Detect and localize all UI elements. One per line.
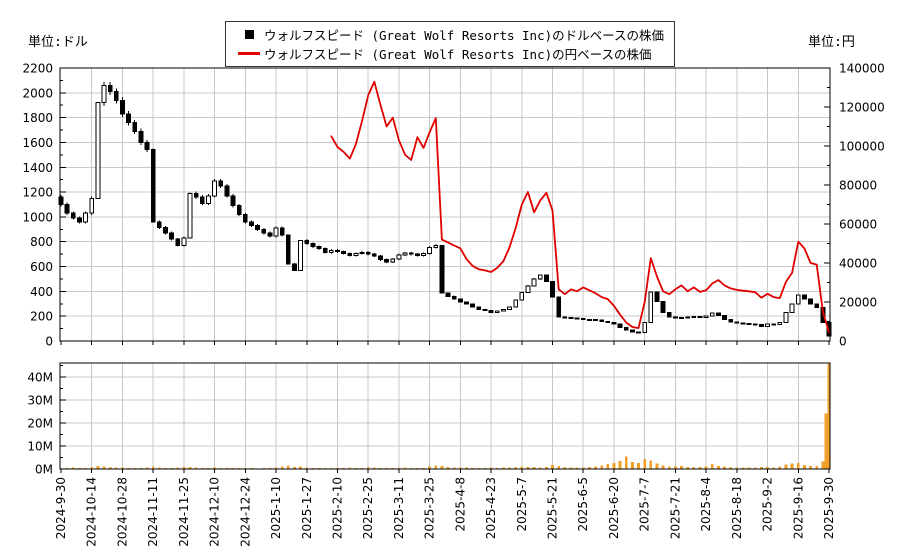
y-axis-left-labels: 0 200 400 600 800 1000 1200 1400 1600 1800 2000 220… xyxy=(22,62,53,349)
candlestick-series-marker-icon xyxy=(234,30,264,39)
line-series-marker-icon xyxy=(234,52,264,55)
svg-text:2025-6-5: 2025-6-5 xyxy=(576,477,590,531)
svg-text:80000: 80000 xyxy=(839,179,877,193)
svg-text:40M: 40M xyxy=(27,370,53,384)
svg-text:2024-11-25: 2024-11-25 xyxy=(177,477,191,547)
svg-text:2025-8-18: 2025-8-18 xyxy=(730,477,744,539)
svg-text:2025-8-4: 2025-8-4 xyxy=(699,477,713,531)
grid-lines xyxy=(60,68,830,469)
svg-text:0: 0 xyxy=(45,335,53,349)
candlestick-series xyxy=(58,82,832,337)
svg-text:1400: 1400 xyxy=(22,161,53,175)
volume-bars xyxy=(59,363,831,469)
svg-text:1600: 1600 xyxy=(22,136,53,150)
y-axis-right-labels: 0 20000 40000 60000 80000 100000 120000 140000 xyxy=(839,62,885,349)
svg-text:2025-7-21: 2025-7-21 xyxy=(668,477,682,539)
svg-text:60000: 60000 xyxy=(839,218,877,232)
svg-text:2025-1-10: 2025-1-10 xyxy=(269,477,283,539)
volume-axis-labels: 0M 10M 20M 30M 40M xyxy=(27,370,53,476)
plot-borders xyxy=(59,67,831,470)
svg-text:2025-1-27: 2025-1-27 xyxy=(300,477,314,539)
svg-text:2025-9-30: 2025-9-30 xyxy=(822,477,836,539)
svg-text:2025-4-8: 2025-4-8 xyxy=(453,477,467,531)
svg-text:2025-6-20: 2025-6-20 xyxy=(607,477,621,539)
svg-text:140000: 140000 xyxy=(839,62,885,76)
svg-text:2024-10-28: 2024-10-28 xyxy=(115,477,129,547)
svg-text:600: 600 xyxy=(30,260,53,274)
x-axis-date-labels: 2024-9-30 2024-10-14 2024-10-28 2024-11-11 2… xyxy=(54,477,836,547)
legend-label-yen: ウォルフスピード (Great Wolf Resorts Inc)の円ベースの株… xyxy=(263,47,652,62)
svg-text:2025-9-16: 2025-9-16 xyxy=(791,477,805,539)
yen-line-series xyxy=(330,80,830,334)
svg-text:2024-9-30: 2024-9-30 xyxy=(54,477,68,539)
svg-text:2025-2-10: 2025-2-10 xyxy=(330,477,344,539)
left-axis-unit-label: 単位:ドル xyxy=(28,35,88,50)
svg-text:2025-3-11: 2025-3-11 xyxy=(392,477,406,539)
svg-text:2025-4-23: 2025-4-23 xyxy=(484,477,498,539)
svg-text:800: 800 xyxy=(30,235,53,249)
svg-text:20M: 20M xyxy=(27,416,53,430)
legend-label-dollar: ウォルフスピード (Great Wolf Resorts Inc)のドルベースの… xyxy=(263,28,665,43)
svg-text:0: 0 xyxy=(839,335,847,349)
svg-text:2024-11-11: 2024-11-11 xyxy=(146,477,160,547)
svg-text:40000: 40000 xyxy=(839,257,877,271)
legend-box: ウォルフスピード (Great Wolf Resorts Inc)のドルベースの… xyxy=(224,21,676,67)
svg-text:100000: 100000 xyxy=(839,140,885,154)
svg-text:2025-3-25: 2025-3-25 xyxy=(423,477,437,539)
svg-text:1200: 1200 xyxy=(22,186,53,200)
svg-text:200: 200 xyxy=(30,310,53,324)
axis-ticks xyxy=(60,79,830,473)
svg-text:30M: 30M xyxy=(27,393,53,407)
svg-text:2025-5-21: 2025-5-21 xyxy=(546,477,560,539)
svg-text:120000: 120000 xyxy=(839,101,885,115)
svg-text:400: 400 xyxy=(30,285,53,299)
svg-text:1000: 1000 xyxy=(22,210,53,224)
svg-text:2025-5-7: 2025-5-7 xyxy=(515,477,529,531)
svg-text:1800: 1800 xyxy=(22,111,53,125)
svg-text:10M: 10M xyxy=(27,439,53,453)
svg-text:2025-9-2: 2025-9-2 xyxy=(761,477,775,531)
svg-text:0M: 0M xyxy=(35,463,53,477)
svg-text:2024-10-14: 2024-10-14 xyxy=(85,477,99,547)
svg-text:2000: 2000 xyxy=(22,86,53,100)
legend-row-dollar: ウォルフスピード (Great Wolf Resorts Inc)のドルベースの… xyxy=(234,25,664,44)
svg-text:2024-12-10: 2024-12-10 xyxy=(208,477,222,547)
legend-row-yen: ウォルフスピード (Great Wolf Resorts Inc)の円ベースの株… xyxy=(234,44,664,63)
right-axis-unit-label: 単位:円 xyxy=(808,35,855,50)
svg-text:2025-2-25: 2025-2-25 xyxy=(361,477,375,539)
svg-text:2200: 2200 xyxy=(22,62,53,76)
svg-text:2025-7-7: 2025-7-7 xyxy=(638,477,652,531)
svg-text:2024-12-24: 2024-12-24 xyxy=(238,477,252,547)
svg-text:20000: 20000 xyxy=(839,296,877,310)
